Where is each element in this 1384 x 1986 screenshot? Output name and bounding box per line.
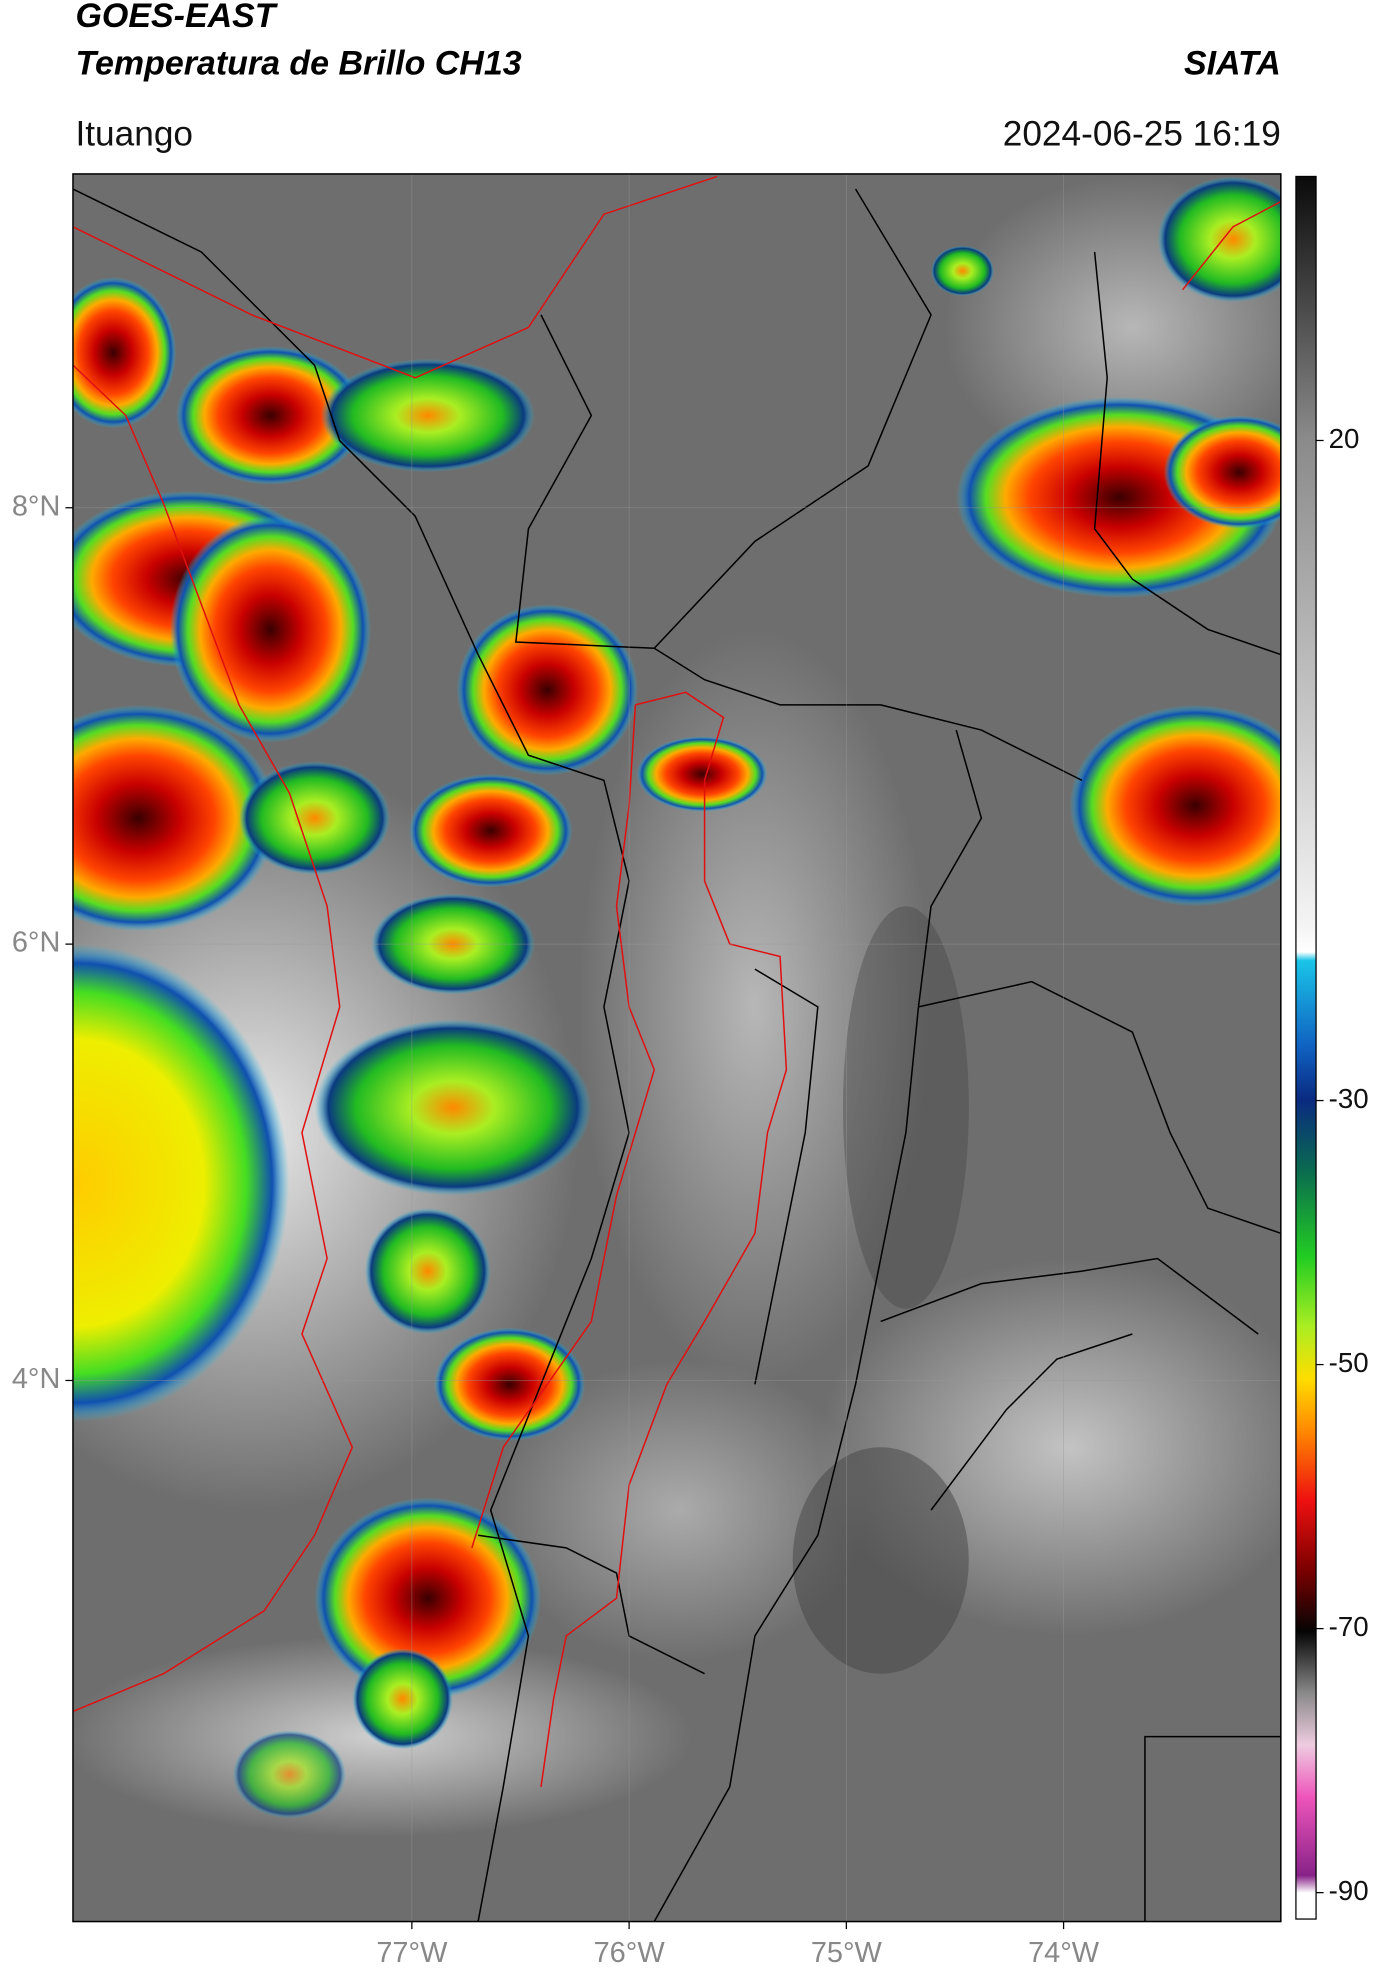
boundaries xyxy=(72,175,1281,1922)
lon-tick-label: 77°W xyxy=(376,1937,448,1969)
lon-tick-label: 75°W xyxy=(811,1937,883,1969)
colorbar-tick-label: 20 xyxy=(1329,423,1360,454)
title-line2: Temperatura de Brillo CH13 xyxy=(75,45,521,83)
map-frame xyxy=(72,173,1282,1923)
region: Ituango xyxy=(75,114,193,153)
lat-tick-label: 6°N xyxy=(12,927,61,959)
colorbar-ticks: 20 -30 -50 -70 -90 xyxy=(1316,423,1369,1906)
lat-tick-label: 4°N xyxy=(12,1363,61,1395)
colorbar xyxy=(1295,175,1317,1920)
colorbar-tick-label: -70 xyxy=(1329,1611,1369,1642)
colorbar-tick-label: -30 xyxy=(1329,1083,1369,1114)
satellite-image xyxy=(72,173,1281,1922)
lon-tick-label: 74°W xyxy=(1028,1937,1100,1969)
agency: SIATA xyxy=(1184,45,1281,83)
colorbar-tick-label: -50 xyxy=(1329,1347,1369,1378)
lon-tick-label: 76°W xyxy=(594,1937,666,1969)
title-line1: GOES-EAST xyxy=(75,0,278,35)
graticule xyxy=(72,173,1281,1922)
lat-tick-label: 8°N xyxy=(12,490,61,522)
datetime: 2024-06-25 16:19 xyxy=(1003,114,1281,153)
colorbar-tick-label: -90 xyxy=(1329,1875,1369,1906)
